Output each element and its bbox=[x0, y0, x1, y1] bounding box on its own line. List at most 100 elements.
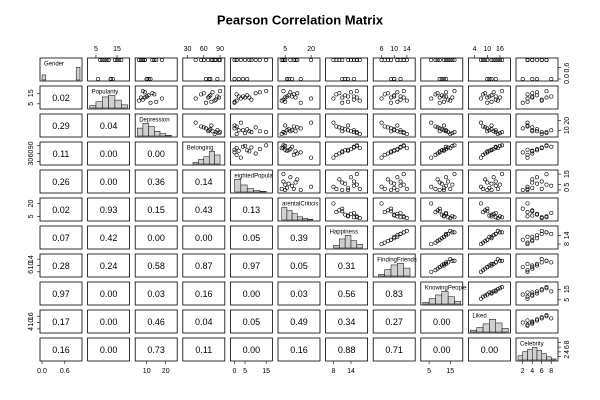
scatter-point bbox=[478, 242, 483, 247]
scatter-point bbox=[298, 77, 303, 82]
histogram-bar bbox=[501, 328, 509, 333]
scatter-point bbox=[398, 179, 403, 184]
p-value-label: 0.16 bbox=[290, 345, 308, 355]
y-tick-label: 14 bbox=[28, 255, 35, 263]
histogram-bar bbox=[297, 216, 303, 221]
scatter-point bbox=[525, 187, 530, 192]
scatter-point bbox=[142, 95, 147, 100]
histogram-bar bbox=[307, 218, 314, 221]
panel bbox=[372, 225, 416, 250]
scatter-point bbox=[452, 172, 457, 177]
panel bbox=[467, 253, 511, 278]
panel bbox=[87, 197, 130, 222]
scatter-point bbox=[491, 129, 496, 134]
scatter-point bbox=[193, 57, 198, 62]
histogram-bar bbox=[142, 123, 149, 137]
scatter-point bbox=[401, 172, 406, 177]
panel bbox=[39, 57, 83, 82]
scatter-point bbox=[201, 57, 206, 62]
p-value-label: 0.88 bbox=[338, 345, 356, 355]
variable-label: Depression bbox=[139, 118, 169, 124]
p-value-label: 0.16 bbox=[195, 289, 213, 299]
panel bbox=[277, 225, 321, 250]
scatter-point bbox=[379, 120, 384, 125]
scatter-point bbox=[148, 77, 153, 82]
scatter-point bbox=[281, 143, 286, 148]
scatter-point bbox=[112, 57, 117, 62]
panel bbox=[515, 197, 559, 222]
panel bbox=[182, 197, 226, 222]
scatter-point bbox=[485, 150, 490, 155]
scatter-point bbox=[293, 95, 298, 100]
x-tick-label: 5 bbox=[243, 368, 247, 375]
scatter-point bbox=[493, 128, 498, 133]
scatter-point bbox=[357, 186, 362, 191]
scatter-point bbox=[212, 132, 217, 137]
scatter-point bbox=[539, 228, 544, 233]
scatter-point bbox=[530, 213, 535, 218]
scatter-point bbox=[489, 290, 494, 295]
y-tick-label: 2 bbox=[564, 355, 571, 359]
y-tick-label: 5 bbox=[564, 183, 571, 187]
panel bbox=[134, 281, 178, 306]
scatter-point bbox=[539, 216, 544, 221]
histogram-bar bbox=[517, 355, 523, 361]
scatter-point bbox=[245, 93, 250, 98]
variable-label: Celebrity bbox=[520, 342, 544, 348]
scatter-point bbox=[203, 126, 208, 131]
scatter-point bbox=[104, 57, 109, 62]
scatter-point bbox=[209, 123, 214, 128]
scatter-point bbox=[478, 96, 483, 101]
scatter-point bbox=[210, 90, 215, 95]
histogram-bar bbox=[75, 67, 81, 81]
scatter-point bbox=[351, 57, 356, 62]
y-tick-label: 90 bbox=[28, 141, 35, 149]
scatter-point bbox=[493, 260, 498, 265]
scatter-point bbox=[544, 95, 549, 100]
scatter-point bbox=[544, 285, 549, 290]
scatter-point bbox=[243, 131, 248, 136]
variable-label: Popularity bbox=[92, 90, 119, 96]
scatter-point bbox=[207, 94, 212, 99]
scatter-point bbox=[340, 180, 345, 185]
y-tick-label: 30 bbox=[28, 158, 35, 166]
scatter-point bbox=[343, 93, 348, 98]
x-tick-label: 2 bbox=[521, 368, 525, 375]
scatter-point bbox=[392, 236, 397, 241]
scatter-point bbox=[493, 57, 498, 62]
scatter-point bbox=[530, 292, 535, 297]
panel bbox=[420, 309, 464, 334]
histogram-bar bbox=[470, 329, 477, 333]
p-value-label: 0.83 bbox=[385, 289, 403, 299]
scatter-point bbox=[247, 57, 252, 62]
scatter-point bbox=[429, 155, 434, 160]
scatter-point bbox=[257, 147, 262, 152]
scatter-point bbox=[340, 129, 345, 134]
scatter-point bbox=[159, 57, 164, 62]
scatter-point bbox=[404, 146, 409, 151]
scatter-point bbox=[203, 100, 208, 105]
scatter-point bbox=[493, 183, 498, 188]
scatter-point bbox=[493, 215, 498, 220]
scatter-point bbox=[489, 234, 494, 239]
scatter-point bbox=[354, 57, 359, 62]
scatter-point bbox=[337, 125, 342, 130]
scatter-point bbox=[293, 180, 298, 185]
scatter-point bbox=[236, 77, 241, 82]
scatter-point bbox=[534, 129, 539, 134]
scatter-point bbox=[441, 261, 446, 266]
scatter-point bbox=[398, 77, 403, 82]
scatter-point bbox=[385, 151, 390, 156]
scatter-point bbox=[534, 291, 539, 296]
scatter-point bbox=[539, 316, 544, 321]
p-value-label: 0.42 bbox=[100, 233, 118, 243]
variable-label: arentalCriticis bbox=[282, 202, 318, 208]
scatter-point bbox=[437, 180, 442, 185]
scatter-point bbox=[199, 57, 204, 62]
scatter-point bbox=[392, 93, 397, 98]
panel bbox=[277, 113, 321, 138]
y-tick-label: 0 bbox=[564, 188, 571, 192]
scatter-point bbox=[206, 129, 211, 134]
x-tick-label: 0.0 bbox=[37, 368, 47, 375]
scatter-point bbox=[439, 77, 444, 82]
